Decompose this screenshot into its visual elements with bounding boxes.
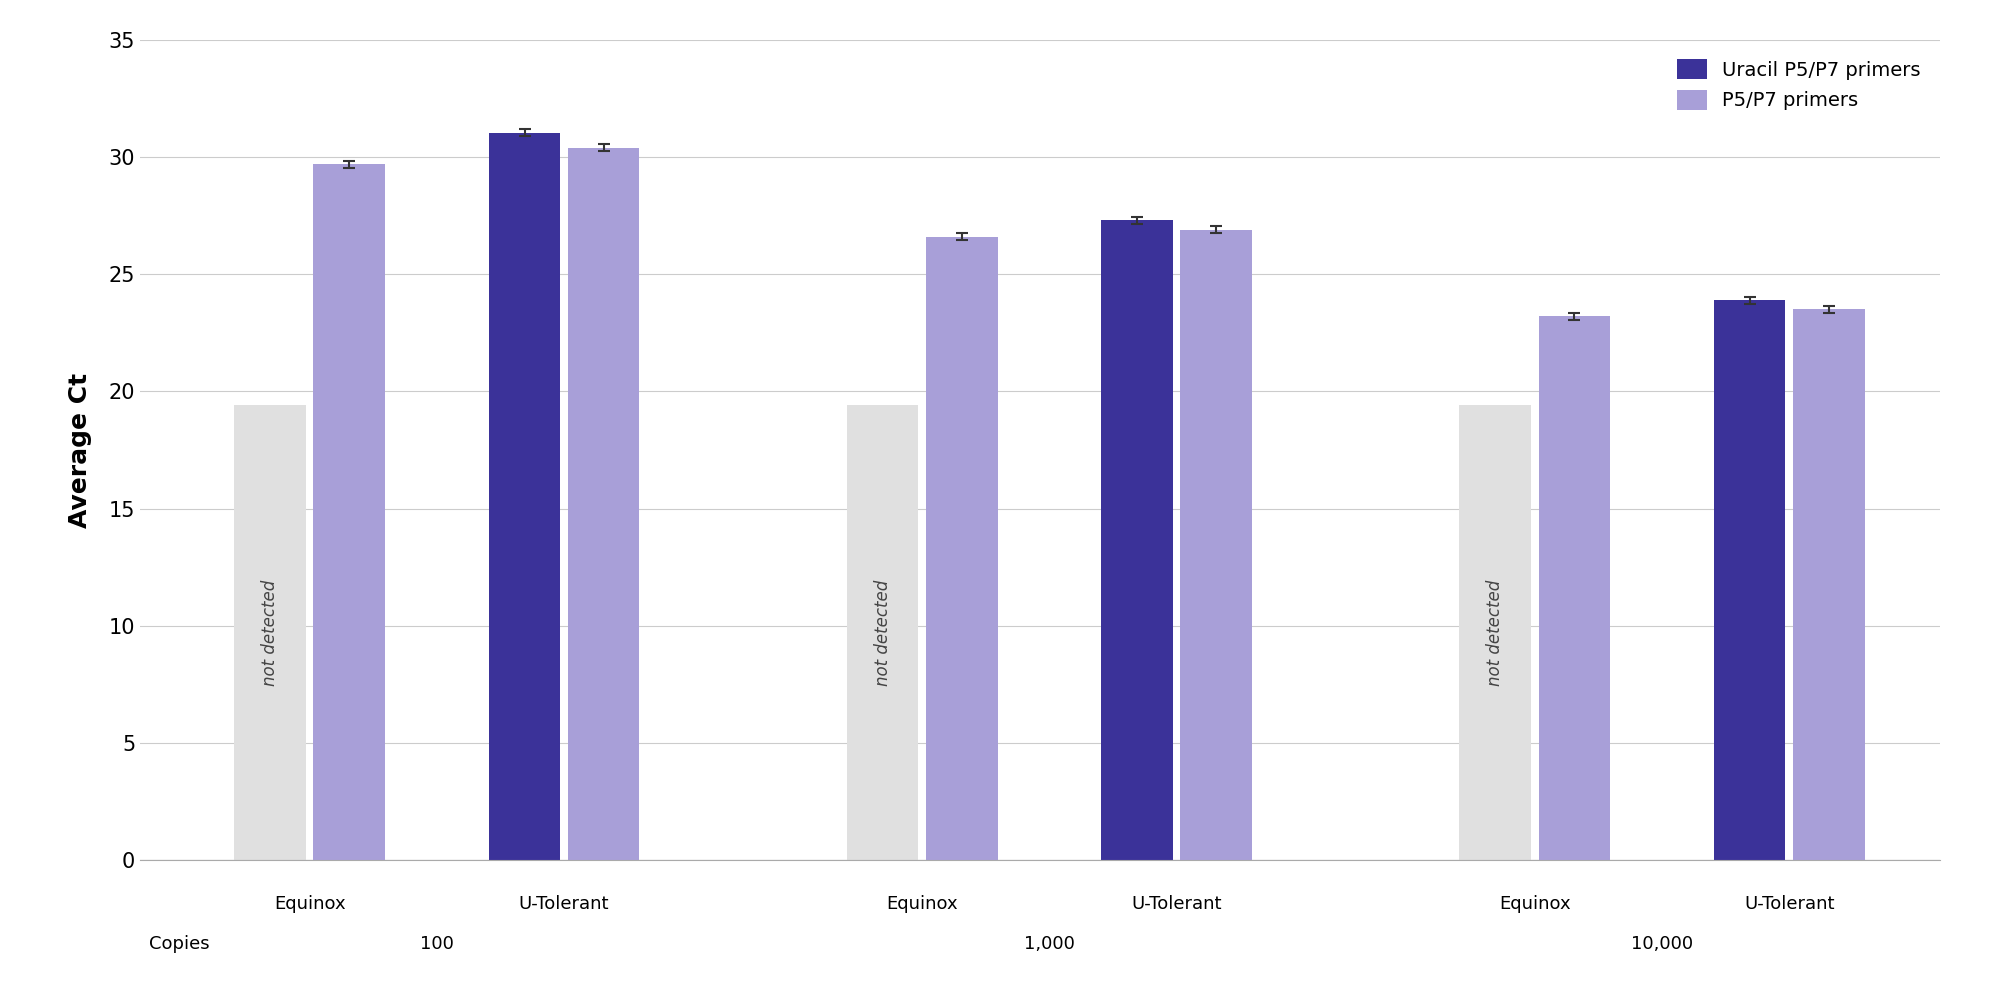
Bar: [314, 164, 386, 860]
Bar: [568, 148, 640, 860]
Bar: [926, 237, 998, 860]
Bar: [1792, 309, 1864, 860]
Text: 1,000: 1,000: [1024, 935, 1074, 953]
Text: 10,000: 10,000: [1630, 935, 1694, 953]
Bar: [1180, 230, 1252, 860]
Text: not detected: not detected: [1486, 580, 1504, 686]
Text: Equinox: Equinox: [886, 895, 958, 913]
Bar: [1714, 300, 1786, 860]
Text: 100: 100: [420, 935, 454, 953]
Y-axis label: Average Ct: Average Ct: [68, 372, 92, 528]
Bar: [1460, 405, 1530, 860]
Bar: [1102, 220, 1172, 860]
Text: U-Tolerant: U-Tolerant: [1132, 895, 1222, 913]
Text: Equinox: Equinox: [274, 895, 346, 913]
Legend: Uracil P5/P7 primers, P5/P7 primers: Uracil P5/P7 primers, P5/P7 primers: [1668, 50, 1930, 120]
Text: U-Tolerant: U-Tolerant: [518, 895, 610, 913]
Text: U-Tolerant: U-Tolerant: [1744, 895, 1834, 913]
Text: not detected: not detected: [262, 580, 280, 686]
Bar: [488, 133, 560, 860]
Bar: [846, 405, 918, 860]
Text: Copies: Copies: [150, 935, 210, 953]
Bar: [1538, 316, 1610, 860]
Text: not detected: not detected: [874, 580, 892, 686]
Bar: [234, 405, 306, 860]
Text: Equinox: Equinox: [1498, 895, 1570, 913]
